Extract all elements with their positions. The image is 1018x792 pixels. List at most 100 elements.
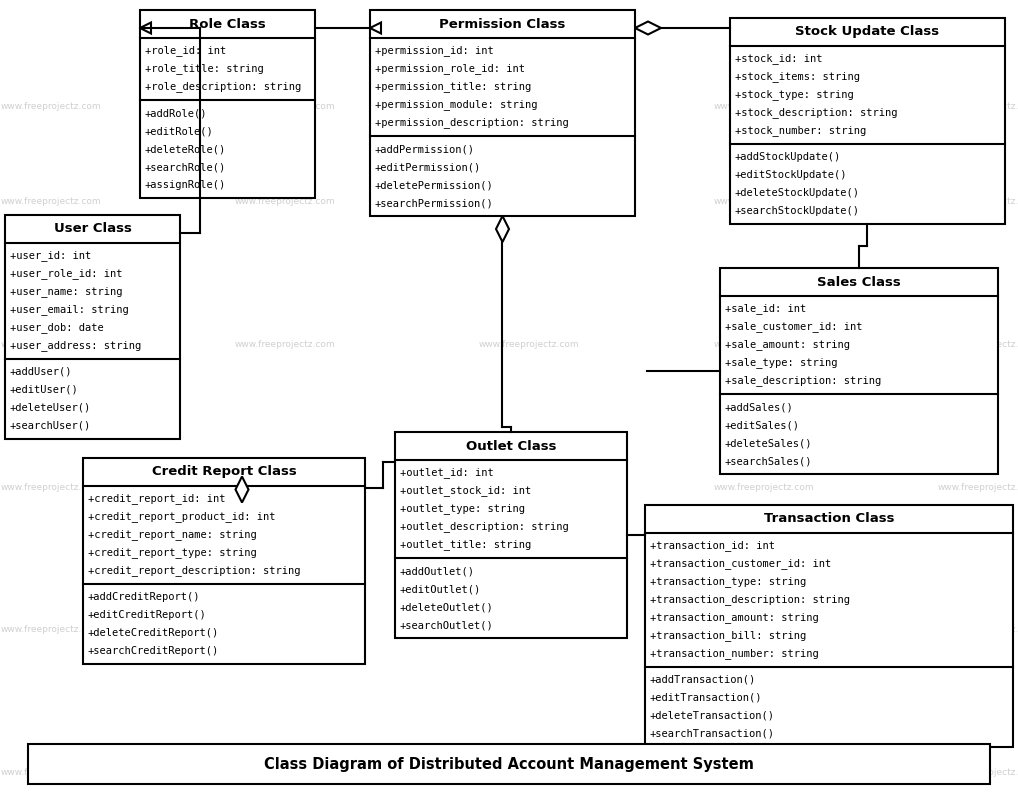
Text: +assignRole(): +assignRole() bbox=[145, 180, 226, 190]
Text: +permission_title: string: +permission_title: string bbox=[375, 82, 531, 93]
Text: +addPermission(): +addPermission() bbox=[375, 144, 475, 154]
Text: +addStockUpdate(): +addStockUpdate() bbox=[735, 152, 841, 162]
Bar bbox=[395, 432, 627, 638]
Text: +transaction_customer_id: int: +transaction_customer_id: int bbox=[651, 558, 832, 569]
Text: +transaction_amount: string: +transaction_amount: string bbox=[651, 612, 818, 623]
Text: +stock_description: string: +stock_description: string bbox=[735, 108, 898, 119]
Text: www.freeprojectz.com: www.freeprojectz.com bbox=[938, 197, 1018, 207]
Text: www.freeprojectz.com: www.freeprojectz.com bbox=[714, 102, 813, 112]
Text: +deletePermission(): +deletePermission() bbox=[375, 180, 494, 190]
Text: +role_description: string: +role_description: string bbox=[145, 82, 301, 93]
Text: +searchOutlet(): +searchOutlet() bbox=[400, 620, 494, 630]
Text: +outlet_stock_id: int: +outlet_stock_id: int bbox=[400, 485, 531, 497]
Text: +addTransaction(): +addTransaction() bbox=[651, 675, 756, 685]
Text: +editUser(): +editUser() bbox=[10, 385, 78, 395]
Polygon shape bbox=[496, 216, 509, 242]
Text: +addCreditReport(): +addCreditReport() bbox=[88, 592, 201, 602]
Text: +transaction_description: string: +transaction_description: string bbox=[651, 595, 850, 605]
Text: +editPermission(): +editPermission() bbox=[375, 162, 482, 172]
Text: www.freeprojectz.com: www.freeprojectz.com bbox=[714, 482, 813, 492]
Text: www.freeprojectz.com: www.freeprojectz.com bbox=[479, 102, 579, 112]
Text: www.freeprojectz.com: www.freeprojectz.com bbox=[714, 340, 813, 349]
Text: www.freeprojectz.com: www.freeprojectz.com bbox=[479, 767, 579, 777]
Text: +deleteStockUpdate(): +deleteStockUpdate() bbox=[735, 188, 860, 198]
Text: +searchSales(): +searchSales() bbox=[725, 456, 812, 466]
Text: +stock_items: string: +stock_items: string bbox=[735, 71, 860, 82]
Text: Sales Class: Sales Class bbox=[817, 276, 901, 288]
Text: +stock_type: string: +stock_type: string bbox=[735, 89, 854, 101]
Text: +credit_report_description: string: +credit_report_description: string bbox=[88, 565, 300, 577]
Text: Credit Report Class: Credit Report Class bbox=[152, 466, 296, 478]
Text: +deleteOutlet(): +deleteOutlet() bbox=[400, 602, 494, 612]
Text: www.freeprojectz.com: www.freeprojectz.com bbox=[714, 197, 813, 207]
Text: Role Class: Role Class bbox=[189, 17, 266, 31]
Text: Transaction Class: Transaction Class bbox=[764, 512, 894, 526]
Text: +sale_amount: string: +sale_amount: string bbox=[725, 340, 850, 350]
Text: +deleteRole(): +deleteRole() bbox=[145, 144, 226, 154]
Text: +outlet_title: string: +outlet_title: string bbox=[400, 539, 531, 550]
Text: +user_email: string: +user_email: string bbox=[10, 305, 128, 315]
Text: +editCreditReport(): +editCreditReport() bbox=[88, 610, 207, 620]
Text: www.freeprojectz.com: www.freeprojectz.com bbox=[235, 482, 335, 492]
Text: +sale_type: string: +sale_type: string bbox=[725, 357, 838, 368]
Text: www.freeprojectz.com: www.freeprojectz.com bbox=[479, 197, 579, 207]
Text: +searchUser(): +searchUser() bbox=[10, 421, 92, 431]
Text: www.freeprojectz.com: www.freeprojectz.com bbox=[235, 767, 335, 777]
Text: +permission_role_id: int: +permission_role_id: int bbox=[375, 63, 525, 74]
Text: +searchRole(): +searchRole() bbox=[145, 162, 226, 172]
Text: Class Diagram of Distributed Account Management System: Class Diagram of Distributed Account Man… bbox=[264, 756, 754, 771]
Text: +transaction_number: string: +transaction_number: string bbox=[651, 649, 818, 660]
Text: Outlet Class: Outlet Class bbox=[466, 440, 556, 452]
Text: +role_id: int: +role_id: int bbox=[145, 46, 226, 56]
Text: +searchStockUpdate(): +searchStockUpdate() bbox=[735, 206, 860, 216]
Text: +user_id: int: +user_id: int bbox=[10, 250, 92, 261]
Text: www.freeprojectz.com: www.freeprojectz.com bbox=[714, 625, 813, 634]
Text: +credit_report_type: string: +credit_report_type: string bbox=[88, 547, 257, 558]
Text: www.freeprojectz.com: www.freeprojectz.com bbox=[938, 767, 1018, 777]
Text: +editOutlet(): +editOutlet() bbox=[400, 584, 482, 594]
Text: +deleteSales(): +deleteSales() bbox=[725, 438, 812, 448]
Text: www.freeprojectz.com: www.freeprojectz.com bbox=[1, 625, 101, 634]
Text: www.freeprojectz.com: www.freeprojectz.com bbox=[479, 482, 579, 492]
Text: +user_dob: date: +user_dob: date bbox=[10, 322, 104, 333]
Text: +transaction_bill: string: +transaction_bill: string bbox=[651, 630, 806, 642]
Text: +editRole(): +editRole() bbox=[145, 126, 214, 136]
Text: +stock_id: int: +stock_id: int bbox=[735, 54, 823, 64]
Text: www.freeprojectz.com: www.freeprojectz.com bbox=[235, 102, 335, 112]
Text: +deleteCreditReport(): +deleteCreditReport() bbox=[88, 628, 219, 638]
Text: +outlet_id: int: +outlet_id: int bbox=[400, 467, 494, 478]
Text: www.freeprojectz.com: www.freeprojectz.com bbox=[938, 482, 1018, 492]
Text: +user_role_id: int: +user_role_id: int bbox=[10, 268, 122, 280]
Text: +user_name: string: +user_name: string bbox=[10, 287, 122, 298]
Text: +editSales(): +editSales() bbox=[725, 420, 800, 430]
Bar bbox=[720, 268, 998, 474]
Bar bbox=[29, 744, 989, 784]
Text: +addOutlet(): +addOutlet() bbox=[400, 566, 475, 576]
Polygon shape bbox=[635, 21, 661, 35]
Text: www.freeprojectz.com: www.freeprojectz.com bbox=[714, 767, 813, 777]
Text: +deleteUser(): +deleteUser() bbox=[10, 403, 92, 413]
Text: www.freeprojectz.com: www.freeprojectz.com bbox=[1, 340, 101, 349]
Text: www.freeprojectz.com: www.freeprojectz.com bbox=[1, 197, 101, 207]
Text: +editTransaction(): +editTransaction() bbox=[651, 693, 762, 703]
Bar bbox=[370, 10, 635, 216]
Text: www.freeprojectz.com: www.freeprojectz.com bbox=[938, 102, 1018, 112]
Text: www.freeprojectz.com: www.freeprojectz.com bbox=[1, 767, 101, 777]
Text: www.freeprojectz.com: www.freeprojectz.com bbox=[1, 102, 101, 112]
Bar bbox=[645, 505, 1013, 747]
Text: www.freeprojectz.com: www.freeprojectz.com bbox=[938, 625, 1018, 634]
Text: +credit_report_product_id: int: +credit_report_product_id: int bbox=[88, 512, 276, 523]
Text: www.freeprojectz.com: www.freeprojectz.com bbox=[235, 625, 335, 634]
Text: +addUser(): +addUser() bbox=[10, 367, 72, 377]
Text: +permission_module: string: +permission_module: string bbox=[375, 100, 538, 110]
Text: User Class: User Class bbox=[54, 223, 131, 235]
Text: +searchPermission(): +searchPermission() bbox=[375, 198, 494, 208]
Bar bbox=[730, 18, 1005, 224]
Text: +stock_number: string: +stock_number: string bbox=[735, 126, 866, 136]
Text: +role_title: string: +role_title: string bbox=[145, 63, 264, 74]
Text: +searchCreditReport(): +searchCreditReport() bbox=[88, 646, 219, 656]
Bar bbox=[5, 215, 180, 439]
Text: www.freeprojectz.com: www.freeprojectz.com bbox=[938, 340, 1018, 349]
Text: www.freeprojectz.com: www.freeprojectz.com bbox=[1, 482, 101, 492]
Text: +sale_customer_id: int: +sale_customer_id: int bbox=[725, 322, 862, 333]
